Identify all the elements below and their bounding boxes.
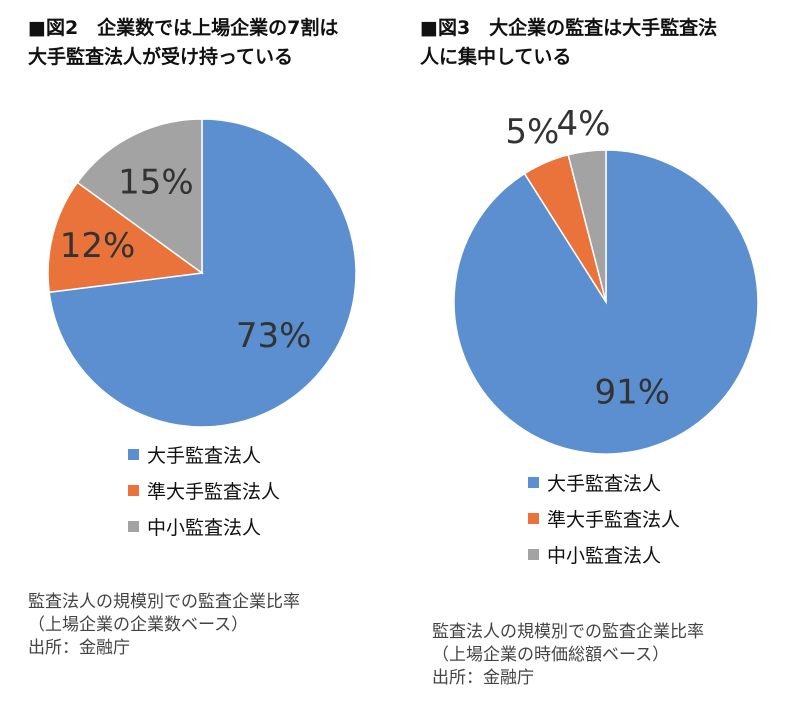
slice-label-small: 4% xyxy=(557,104,611,144)
note-line: 監査法人の規模別での監査企業比率 xyxy=(28,592,300,612)
slice-label-mid: 12% xyxy=(60,226,136,266)
legend-swatch-small xyxy=(528,548,539,560)
pie-slice-small xyxy=(567,149,607,303)
chart-title-right: ■図3 大企業の監査は大手監査法 人に集中している xyxy=(420,14,790,72)
slice-label-small: 15% xyxy=(118,162,194,202)
legend-swatch-large xyxy=(128,448,139,460)
legend-item-mid: 準大手監査法人 xyxy=(528,500,680,536)
legend-label-mid: 準大手監査法人 xyxy=(147,480,281,503)
note-line: （上場企業の時価総額ベース） xyxy=(432,645,670,665)
slice-label-large: 91% xyxy=(595,372,671,412)
chart-title-left-line-2: 大手監査法人が受け持っている xyxy=(28,46,294,68)
legend-label-small: 中小監査法人 xyxy=(147,516,262,539)
legend-item-mid: 準大手監査法人 xyxy=(128,472,280,508)
chart-title-right-line-2: 人に集中している xyxy=(420,46,572,68)
source-note-right: 監査法人の規模別での監査企業比率 （上場企業の時価総額ベース） 出所：金融庁 xyxy=(432,621,704,690)
legend-item-large: 大手監査法人 xyxy=(528,464,680,500)
legend-swatch-large xyxy=(528,476,539,488)
legend-label-large: 大手監査法人 xyxy=(547,472,662,495)
pie-slice-mid xyxy=(47,181,204,294)
note-line: （上場企業の企業数ベース） xyxy=(28,615,249,635)
legend-swatch-small xyxy=(128,520,139,532)
slice-label-large: 73% xyxy=(236,316,312,356)
legend-item-small: 中小監査法人 xyxy=(528,536,680,572)
source-note-left: 監査法人の規模別での監査企業比率 （上場企業の企業数ベース） 出所：金融庁 xyxy=(28,591,300,660)
legend-swatch-mid xyxy=(528,512,539,524)
chart-title-right-line-1: ■図3 大企業の監査は大手監査法 xyxy=(420,17,718,39)
legend-right: 大手監査法人 準大手監査法人 中小監査法人 xyxy=(528,464,680,572)
legend-left: 大手監査法人 準大手監査法人 中小監査法人 xyxy=(128,436,280,544)
legend-label-mid: 準大手監査法人 xyxy=(547,508,681,531)
note-line: 監査法人の規模別での監査企業比率 xyxy=(432,622,704,642)
chart-title-left-line-1: ■図2 企業数では上場企業の7割は xyxy=(28,17,339,39)
chart-title-left: ■図2 企業数では上場企業の7割は 大手監査法人が受け持っている xyxy=(28,14,388,72)
note-line: 出所：金融庁 xyxy=(28,638,130,658)
legend-item-small: 中小監査法人 xyxy=(128,508,280,544)
legend-swatch-mid xyxy=(128,484,139,496)
legend-label-small: 中小監査法人 xyxy=(547,544,662,567)
legend-item-large: 大手監査法人 xyxy=(128,436,280,472)
pie-slice-small xyxy=(76,118,203,275)
note-line: 出所：金融庁 xyxy=(432,668,534,688)
legend-label-large: 大手監査法人 xyxy=(147,444,262,467)
slice-label-mid: 5% xyxy=(505,112,559,152)
